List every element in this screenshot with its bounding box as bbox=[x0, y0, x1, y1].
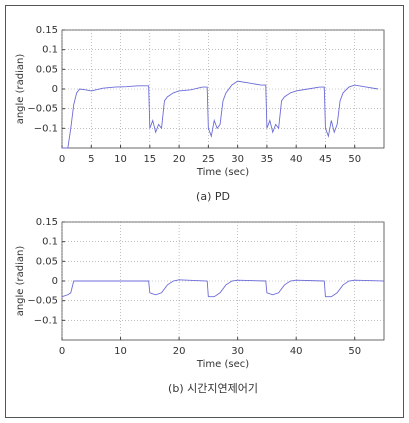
x-tick-label: 15 bbox=[143, 154, 156, 165]
x-tick-label: 30 bbox=[231, 346, 244, 357]
data-line bbox=[61, 279, 385, 298]
y-tick-label: 0.1 bbox=[42, 45, 58, 56]
y-tick-label: 0.15 bbox=[36, 217, 58, 228]
x-tick-label: 20 bbox=[173, 346, 186, 357]
y-axis-label: angle (radian) bbox=[15, 246, 26, 317]
data-line bbox=[62, 80, 379, 149]
x-tick-label: 45 bbox=[319, 154, 332, 165]
y-tick-label: −0.05 bbox=[27, 296, 58, 307]
x-tick-label: 40 bbox=[290, 346, 303, 357]
x-tick-label: 30 bbox=[231, 154, 244, 165]
caption: (b) 시간지연제어기 bbox=[168, 382, 258, 395]
y-axis-label: angle (radian) bbox=[15, 54, 26, 125]
y-tick-label: 0.1 bbox=[42, 237, 58, 248]
x-tick-label: 20 bbox=[173, 154, 186, 165]
x-tick-label: 10 bbox=[114, 154, 127, 165]
x-tick-label: 40 bbox=[290, 154, 303, 165]
y-tick-label: 0 bbox=[52, 276, 58, 287]
plot-area bbox=[61, 29, 385, 149]
frame bbox=[5, 5, 404, 418]
y-tick-label: −0.1 bbox=[34, 123, 58, 134]
x-tick-label: 50 bbox=[348, 346, 361, 357]
x-tick-label: 25 bbox=[202, 154, 215, 165]
x-tick-label: 50 bbox=[348, 154, 361, 165]
x-axis-label: Time (sec) bbox=[196, 359, 249, 370]
x-tick-label: 35 bbox=[261, 154, 274, 165]
y-tick-label: 0.05 bbox=[36, 64, 58, 75]
x-axis-label: Time (sec) bbox=[196, 167, 249, 178]
x-tick-label: 10 bbox=[114, 346, 127, 357]
x-tick-label: 5 bbox=[88, 154, 94, 165]
x-tick-label: 0 bbox=[59, 154, 65, 165]
caption: (a) PD bbox=[196, 190, 230, 203]
y-tick-label: 0.15 bbox=[36, 25, 58, 36]
y-tick-label: −0.05 bbox=[27, 104, 58, 115]
y-tick-label: 0.05 bbox=[36, 256, 58, 267]
y-tick-label: 0 bbox=[52, 84, 58, 95]
y-tick-label: −0.1 bbox=[34, 315, 58, 326]
x-tick-label: 0 bbox=[59, 346, 65, 357]
